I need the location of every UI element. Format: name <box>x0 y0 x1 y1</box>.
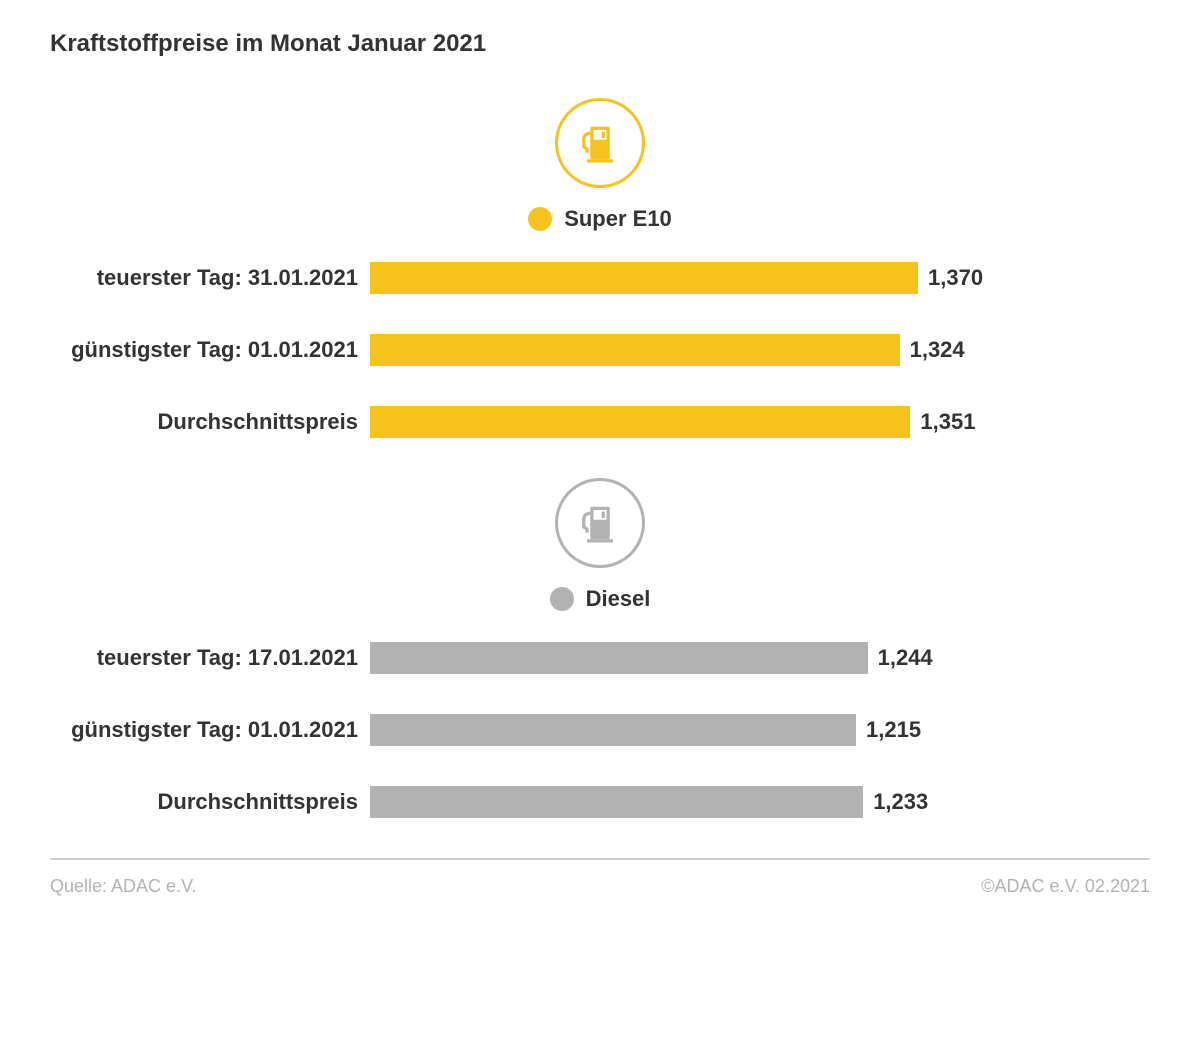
bar-row: Durchschnittspreis 1,233 <box>50 786 1150 818</box>
legend: Diesel <box>50 586 1150 612</box>
bar-label: teuerster Tag: 31.01.2021 <box>50 265 370 291</box>
fuel-pump-icon <box>574 117 626 169</box>
section-super: Super E10 teuerster Tag: 31.01.2021 1,370 g… <box>50 98 1150 438</box>
chart-title: Kraftstoffpreise im Monat Januar 2021 <box>50 30 1150 58</box>
bar-row: teuerster Tag: 31.01.2021 1,370 <box>50 262 1150 294</box>
bar-area: 1,233 <box>370 786 1150 818</box>
bar <box>370 786 863 818</box>
bar-area: 1,244 <box>370 642 1150 674</box>
bar-area: 1,370 <box>370 262 1150 294</box>
bar <box>370 262 918 294</box>
bar <box>370 406 910 438</box>
pump-icon-wrap <box>50 478 1150 568</box>
bar-label: Durchschnittspreis <box>50 789 370 815</box>
legend-label: Super E10 <box>564 206 672 232</box>
bar-area: 1,324 <box>370 334 1150 366</box>
bar-label: günstigster Tag: 01.01.2021 <box>50 337 370 363</box>
pump-circle <box>555 478 645 568</box>
fuel-pump-icon <box>574 497 626 549</box>
bar <box>370 334 900 366</box>
bar-value: 1,324 <box>900 337 965 363</box>
bar-value: 1,233 <box>863 789 928 815</box>
pump-circle <box>555 98 645 188</box>
legend-dot <box>528 207 552 231</box>
bar-row: günstigster Tag: 01.01.2021 1,324 <box>50 334 1150 366</box>
bar-area: 1,215 <box>370 714 1150 746</box>
bar-value: 1,370 <box>918 265 983 291</box>
bar-label: günstigster Tag: 01.01.2021 <box>50 717 370 743</box>
footer-copyright: ©ADAC e.V. 02.2021 <box>981 876 1150 897</box>
bar-value: 1,215 <box>856 717 921 743</box>
bar-area: 1,351 <box>370 406 1150 438</box>
bar-label: teuerster Tag: 17.01.2021 <box>50 645 370 671</box>
bar <box>370 642 868 674</box>
bar-row: Durchschnittspreis 1,351 <box>50 406 1150 438</box>
pump-icon-wrap <box>50 98 1150 188</box>
legend: Super E10 <box>50 206 1150 232</box>
legend-label: Diesel <box>586 586 651 612</box>
bar <box>370 714 856 746</box>
footer-source: Quelle: ADAC e.V. <box>50 876 196 897</box>
bar-value: 1,351 <box>910 409 975 435</box>
bar-label: Durchschnittspreis <box>50 409 370 435</box>
legend-dot <box>550 587 574 611</box>
section-diesel: Diesel teuerster Tag: 17.01.2021 1,244 güns… <box>50 478 1150 818</box>
footer-divider <box>50 858 1150 860</box>
bar-row: teuerster Tag: 17.01.2021 1,244 <box>50 642 1150 674</box>
bar-row: günstigster Tag: 01.01.2021 1,215 <box>50 714 1150 746</box>
bar-value: 1,244 <box>868 645 933 671</box>
